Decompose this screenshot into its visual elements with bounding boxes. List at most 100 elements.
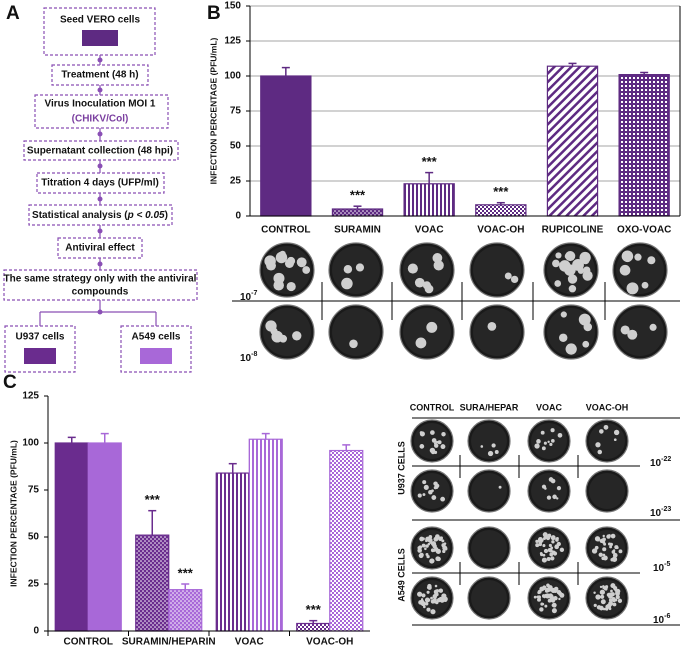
y-tick-label: 50	[28, 532, 40, 543]
flow-text: Antiviral effect	[65, 243, 135, 254]
plaque	[621, 250, 634, 262]
plaque	[421, 593, 426, 598]
plaque	[424, 547, 427, 551]
dilution-label: 10-23	[650, 506, 671, 519]
dilution-exp: -23	[661, 506, 671, 513]
plaque	[419, 536, 424, 542]
plaque	[415, 337, 427, 349]
plaque	[433, 443, 439, 448]
plaque	[608, 598, 613, 603]
plaque	[433, 549, 436, 552]
bar	[87, 442, 122, 632]
y-tick-label: 25	[28, 579, 40, 590]
x-tick-label: VOAC-OH	[306, 637, 353, 648]
bar	[475, 204, 527, 217]
plaque	[302, 266, 311, 274]
bar	[403, 183, 455, 217]
plaque	[604, 587, 608, 591]
x-tick-label: CONTROL	[261, 225, 310, 236]
plaque	[421, 543, 426, 548]
plaque	[551, 550, 556, 555]
plaque	[583, 322, 593, 332]
plaque	[542, 544, 546, 548]
plaque	[349, 339, 358, 349]
plaque	[558, 591, 563, 596]
dilution-label: 10-6	[653, 613, 670, 626]
y-tick-label: 125	[22, 391, 39, 402]
plate-inner	[473, 246, 521, 294]
plaque	[603, 542, 607, 546]
x-tick-label: SURAMIN	[334, 225, 381, 236]
plate-inner	[471, 530, 507, 566]
plaque	[547, 598, 552, 603]
dilution-base: 10	[240, 353, 252, 364]
plaque	[558, 597, 561, 601]
y-tick-label: 0	[33, 626, 39, 637]
x-tick-label: RUPICOLINE	[542, 225, 604, 236]
plaque	[494, 450, 499, 454]
plaque	[441, 544, 446, 548]
dilution-label: 10-8	[240, 351, 257, 364]
x-tick-label: OXO-VOAC	[617, 225, 671, 236]
panel-label: A	[6, 3, 20, 24]
plaque	[546, 495, 552, 500]
plaque	[582, 270, 593, 281]
plaque	[407, 263, 418, 274]
plaque	[551, 535, 556, 540]
plaque	[286, 281, 296, 292]
plate-inner	[403, 308, 451, 356]
plaque	[595, 442, 601, 448]
plaque	[617, 598, 623, 603]
plaque	[599, 589, 605, 595]
plaque	[555, 252, 562, 259]
plaque	[634, 253, 642, 261]
plaque	[598, 552, 603, 557]
plaque	[426, 607, 431, 612]
connector-dot	[97, 228, 103, 234]
plaque	[440, 496, 446, 502]
flow-text: Supernatant collection (48 hpi)	[27, 146, 173, 157]
plaque	[600, 594, 605, 599]
connector-dot	[97, 57, 103, 63]
dilution-exp: -22	[661, 456, 671, 463]
plaque	[548, 593, 554, 599]
plaque	[542, 536, 547, 540]
x-tick-label: CONTROL	[64, 637, 113, 648]
flow-text: Statistical analysis (p < 0.05)	[32, 210, 168, 221]
plaque	[534, 443, 540, 449]
plaque	[440, 444, 446, 450]
plaque	[423, 605, 426, 609]
plaque	[647, 256, 656, 265]
dilution-base: 10	[650, 458, 662, 469]
significance: ***	[178, 565, 194, 580]
bar	[215, 472, 250, 632]
plaque	[419, 599, 425, 604]
plaque	[443, 596, 448, 602]
column-label: VOAC	[536, 402, 563, 412]
plaque	[602, 555, 608, 561]
plaque	[428, 489, 433, 495]
significance: ***	[422, 154, 438, 169]
y-tick-label: 0	[235, 211, 241, 222]
plaque	[551, 540, 555, 544]
dilution-label: 10-7	[240, 290, 257, 303]
plaque	[593, 591, 596, 594]
plaque	[544, 604, 548, 608]
plate-inner	[616, 308, 664, 356]
x-tick-label: SURAMIN/HEPARIN	[122, 637, 216, 648]
plaque	[608, 601, 614, 607]
plaque	[433, 260, 444, 271]
flow-text: )	[165, 210, 168, 221]
plaque	[418, 545, 423, 549]
plaque	[436, 597, 442, 603]
plaque	[429, 447, 436, 454]
plaque	[541, 484, 547, 489]
x-tick-label: VOAC	[415, 225, 444, 236]
plaque	[487, 450, 494, 457]
plaque	[432, 541, 436, 544]
y-tick-label: 100	[22, 438, 39, 449]
panel-label: B	[207, 3, 221, 24]
plaque	[564, 253, 571, 260]
significance: ***	[306, 602, 322, 617]
plate-inner	[531, 473, 567, 509]
